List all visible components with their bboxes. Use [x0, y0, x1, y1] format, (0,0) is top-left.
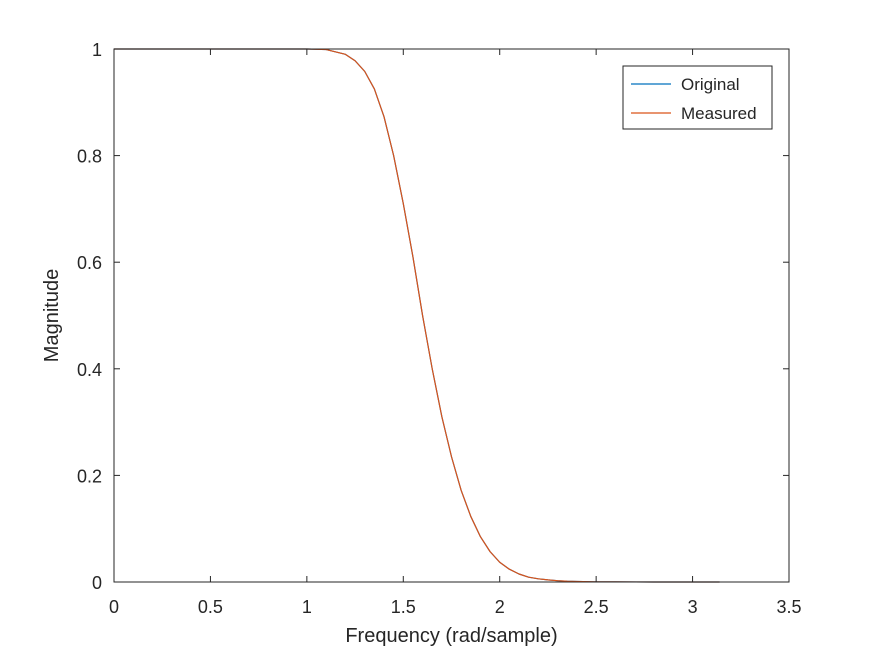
series-line-measured: [114, 48, 720, 583]
y-axis-label: Magnitude: [41, 269, 63, 362]
axes-box: [113, 48, 790, 583]
legend: Original Measured: [622, 65, 773, 130]
x-tick-label: 3.5: [776, 597, 801, 617]
x-tick-label: 2.5: [584, 597, 609, 617]
x-axis-label: Frequency (rad/sample): [345, 625, 557, 647]
x-tick-label: 1: [302, 597, 312, 617]
legend-label-measured: Measured: [681, 104, 757, 123]
y-tick-label: 0.8: [77, 147, 102, 167]
y-tick-label: 0.4: [77, 360, 102, 380]
legend-box: [622, 65, 773, 130]
plot-background: [114, 49, 789, 582]
y-tick-label: 0.6: [77, 253, 102, 273]
series-layer: [114, 48, 720, 583]
y-tick-label: 0.2: [77, 466, 102, 486]
x-tick-label: 3: [688, 597, 698, 617]
y-tick-label: 0: [92, 573, 102, 593]
legend-label-original: Original: [681, 75, 740, 94]
x-tick-label: 0.5: [198, 597, 223, 617]
y-tick-label: 1: [92, 40, 102, 60]
x-tick-label: 2: [495, 597, 505, 617]
tick-layer: 0 0.5 1 1.5 2 2.5 3 3.5 0 0.2 0.4 0.6 0.8 1: [77, 40, 802, 617]
x-tick-label: 1.5: [391, 597, 416, 617]
x-tick-label: 0: [109, 597, 119, 617]
